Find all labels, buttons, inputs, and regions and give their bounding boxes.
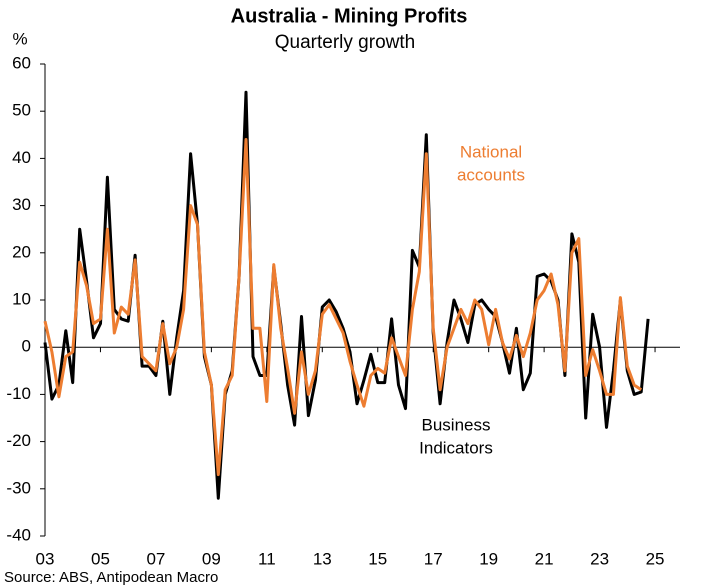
series-label: Indicators	[419, 438, 493, 457]
series-line	[43, 90, 650, 500]
y-tick-label: -30	[6, 478, 31, 497]
y-tick-label: 10	[12, 289, 31, 308]
y-tick-label: -10	[6, 384, 31, 403]
x-tick-label: 09	[202, 549, 221, 568]
x-tick-label: 23	[590, 549, 609, 568]
x-tick-label: 13	[313, 549, 332, 568]
y-tick-label: 40	[12, 148, 31, 167]
y-tick-label: 20	[12, 242, 31, 261]
chart-title: Australia - Mining Profits	[231, 5, 468, 27]
x-tick-label: 03	[36, 549, 55, 568]
x-tick-label: 19	[479, 549, 498, 568]
x-tick-label: 07	[146, 549, 165, 568]
series-line	[43, 138, 643, 477]
chart-subtitle: Quarterly growth	[275, 32, 415, 53]
y-tick-label: 60	[12, 53, 31, 72]
x-tick-label: 17	[424, 549, 443, 568]
source: Source: ABS, Antipodean Macro	[4, 569, 218, 586]
y-tick-label: 0	[22, 337, 31, 356]
x-tick-label: 21	[535, 549, 554, 568]
series-label: accounts	[457, 165, 525, 184]
x-tick-label: 05	[91, 549, 110, 568]
series-label: National	[460, 142, 522, 161]
y-tick-label: -40	[6, 525, 31, 544]
y-axis-label: %	[12, 29, 27, 48]
x-tick-label: 15	[368, 549, 387, 568]
x-tick-label: 11	[258, 549, 276, 568]
y-tick-label: -20	[6, 431, 31, 450]
series-label: Business	[422, 415, 491, 434]
y-tick-label: 50	[12, 101, 31, 120]
y-tick-label: 30	[12, 195, 31, 214]
x-tick-label: 25	[646, 549, 665, 568]
